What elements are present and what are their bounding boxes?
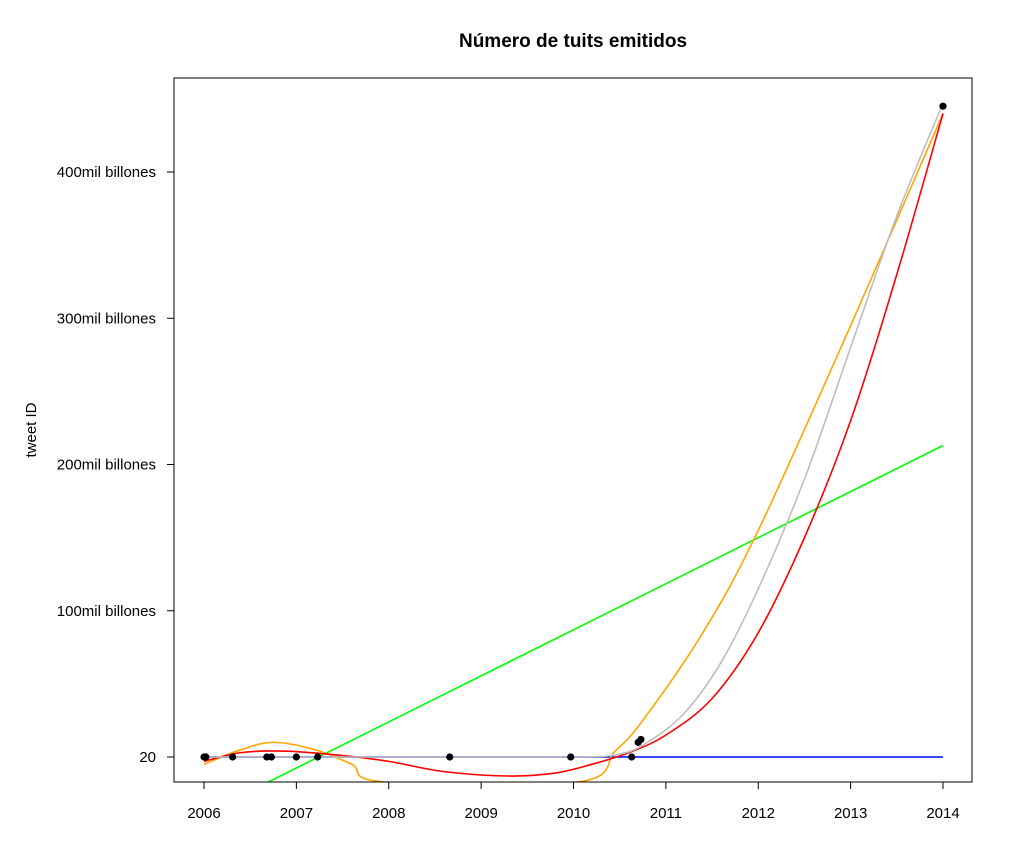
x-tick-label: 2008 — [372, 805, 405, 822]
x-tick-label: 2009 — [464, 805, 497, 822]
x-tick-label: 2010 — [557, 805, 590, 822]
plot-frame — [173, 77, 973, 783]
data-point — [229, 753, 237, 761]
data-point — [628, 753, 636, 761]
x-tick-label: 2011 — [650, 805, 682, 822]
y-tick-label: 200mil billones — [57, 457, 156, 474]
green-fit-line — [266, 444, 944, 782]
data-point — [939, 102, 947, 110]
orange-fit-curve — [203, 113, 944, 782]
data-point — [314, 753, 322, 761]
data-point — [567, 753, 575, 761]
series-layer — [203, 102, 944, 782]
x-tick-label: 2013 — [834, 805, 867, 822]
chart-title: Número de tuits emitidos — [459, 31, 687, 52]
data-point — [637, 735, 645, 744]
x-tick-label: 2007 — [280, 805, 313, 822]
y-tick-label: 100mil billones — [57, 603, 156, 620]
y-axis-title: tweet ID — [23, 402, 40, 457]
data-point — [267, 753, 276, 761]
x-axis: 2006 2007 2008 2009 2010 2011 2012 2013 2014 — [187, 781, 960, 822]
red-fit-curve — [203, 113, 944, 777]
data-point — [292, 753, 300, 761]
y-tick-label: 400mil billones — [57, 164, 156, 181]
data-point — [446, 753, 454, 761]
points-layer — [200, 102, 947, 761]
gray-fit-curve — [204, 102, 944, 759]
data-point — [202, 753, 210, 761]
y-tick-label: 20 — [139, 749, 156, 766]
x-tick-label: 2014 — [926, 805, 959, 822]
x-tick-label: 2006 — [187, 805, 220, 822]
y-axis: 20 100mil billones 200mil billones 300mil b… — [57, 164, 175, 766]
y-tick-label: 300mil billones — [57, 310, 156, 327]
x-tick-label: 2012 — [742, 805, 775, 822]
